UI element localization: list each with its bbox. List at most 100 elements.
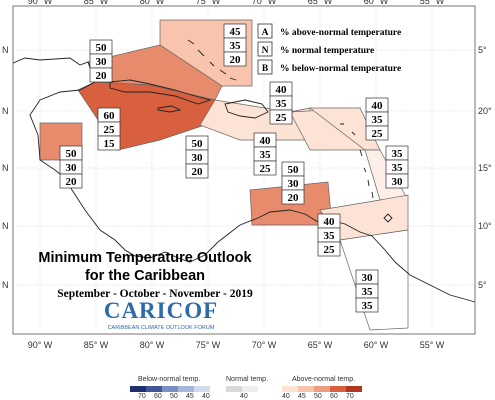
- colorbar-below-swatch: [130, 386, 146, 392]
- colorbar-below-tick: 45: [186, 393, 194, 400]
- lon-label-top: 75° W: [196, 0, 221, 6]
- colorbar-above-swatch: [346, 386, 362, 392]
- colorbar-above-tick: 70: [346, 393, 354, 400]
- below-normal-value: 20: [192, 166, 204, 178]
- colorbar-below-label: Below-normal temp.: [138, 376, 201, 383]
- region-value-boxes: 45 35 20 50 30 20 60 25 15 50 30 20 50 30 20 40 35 25 40 35…: [59, 23, 409, 313]
- lat-label-right: 5°: [478, 45, 487, 55]
- below-normal-value: 25: [324, 244, 336, 256]
- normal-value: 35: [392, 162, 404, 174]
- colorbar-normal-swatch: [226, 386, 242, 392]
- below-normal-value: 35: [362, 300, 374, 312]
- value-cell-box: [89, 67, 113, 83]
- colorbar-above-label: Above-normal temp.: [292, 376, 356, 383]
- colorbar-below-tick: 40: [202, 393, 210, 400]
- below-normal-value: 30: [392, 176, 404, 188]
- normal-value: 35: [362, 286, 374, 298]
- value-cell-box: [223, 51, 247, 67]
- lon-label: 80° W: [140, 340, 165, 350]
- below-normal-value: 20: [288, 192, 300, 204]
- lon-label-top: 60° W: [364, 0, 389, 6]
- lat-label-left: N: [2, 106, 9, 116]
- value-cell-box: [385, 173, 409, 189]
- lat-label-left: N: [2, 280, 9, 290]
- value-box-cayman-jamaica-south: 50 30 20: [185, 135, 209, 179]
- colorbar-above-swatch: [282, 386, 298, 392]
- value-cell-box: [253, 160, 277, 176]
- colorbar-above-tick: 50: [314, 393, 322, 400]
- lon-label-top: 90° W: [28, 0, 53, 6]
- lon-label: 90° W: [28, 340, 53, 350]
- map-title-line2: for the Caribbean: [84, 268, 206, 284]
- value-box-northern-leewards: 40 35 25: [365, 97, 389, 141]
- colorbar-above-tick: 40: [282, 393, 290, 400]
- legend-b-text: % below-normal temperature: [280, 64, 401, 74]
- above-normal-value: 40: [372, 100, 384, 112]
- above-normal-value: 50: [288, 164, 300, 176]
- value-box-windwards: 35 35 30: [385, 145, 409, 189]
- lat-label-left: N: [2, 163, 9, 173]
- colorbar-below-swatch: [162, 386, 178, 392]
- lon-label-top: 70° W: [252, 0, 277, 6]
- lat-label-left: N: [2, 221, 9, 231]
- value-box-abc-islands: 50 30 20: [281, 161, 305, 205]
- colorbar-below-swatch: [146, 386, 162, 392]
- lat-label-right: 5°: [478, 280, 487, 290]
- above-normal-value: 50: [66, 148, 78, 160]
- above-normal-value: 40: [260, 135, 272, 147]
- lon-label: 70° W: [252, 340, 277, 350]
- lat-labels: N N N N N 5° 20° 15° 10° 5°: [2, 45, 492, 290]
- lon-label: 55° W: [420, 340, 445, 350]
- map-subtitle: September - October - November - 2019: [57, 288, 253, 300]
- legend-n-text: % normal temperature: [280, 46, 374, 56]
- value-box-trinidad: 40 35 25: [317, 213, 341, 257]
- normal-value: 30: [96, 56, 108, 68]
- value-box-gulf-yucatan: 50 30 20: [89, 39, 113, 83]
- value-box-puerto-rico: 40 35 25: [253, 132, 277, 176]
- above-normal-value: 60: [104, 110, 116, 122]
- colorbar-above-tick: 60: [330, 393, 338, 400]
- above-normal-value: 50: [96, 42, 108, 54]
- above-normal-value: 45: [230, 26, 242, 38]
- normal-value: 30: [288, 178, 300, 190]
- normal-value: 35: [276, 98, 288, 110]
- lat-label-right: 10°: [478, 221, 492, 231]
- lon-label: 75° W: [196, 340, 221, 350]
- lon-label: 60° W: [364, 340, 389, 350]
- value-cell-box: [317, 241, 341, 257]
- normal-value: 35: [372, 114, 384, 126]
- value-box-guianas: 30 35 35: [355, 269, 379, 313]
- lon-labels: 90° W 85° W 80° W 75° W 70° W 65° W 60° …: [28, 0, 445, 350]
- value-cell-box: [59, 173, 83, 189]
- normal-value: 35: [230, 40, 242, 52]
- caricof-logo: CARICOF CARIBBEAN CLIMATE OUTLOOK FORUM: [86, 298, 236, 338]
- map-title: Minimum Temperature Outlook: [38, 250, 252, 266]
- value-cell-box: [281, 189, 305, 205]
- value-cell-box: [97, 135, 121, 151]
- above-normal-value: 30: [362, 272, 374, 284]
- caribbean-outlook-map: A N B % above-normal temperature % norma…: [2, 0, 492, 350]
- legend-n-key: N: [262, 46, 269, 56]
- lat-label-left: N: [2, 45, 9, 55]
- legend-b-key: B: [262, 64, 269, 74]
- value-box-cuba-jamaica: 60 25 15: [97, 107, 121, 151]
- colorbar-legend: Below-normal temp. Normal temp. Above-no…: [0, 372, 495, 400]
- below-normal-value: 20: [96, 70, 108, 82]
- lon-label-top: 55° W: [420, 0, 445, 6]
- value-cell-box: [355, 297, 379, 313]
- normal-value: 30: [66, 162, 78, 174]
- colorbar-below-tick: 70: [138, 393, 146, 400]
- above-normal-value: 35: [392, 148, 404, 160]
- value-box-bahamas: 45 35 20: [223, 23, 247, 67]
- below-normal-value: 20: [230, 54, 242, 66]
- above-normal-value: 40: [276, 84, 288, 96]
- below-normal-value: 15: [104, 138, 116, 150]
- above-normal-value: 40: [324, 216, 336, 228]
- colorbar-above-tick: 45: [298, 393, 306, 400]
- lon-label: 85° W: [84, 340, 109, 350]
- caricof-logo-subtext: CARIBBEAN CLIMATE OUTLOOK FORUM: [107, 325, 215, 331]
- below-normal-value: 20: [66, 176, 78, 188]
- colorbar-below-swatch: [194, 386, 210, 392]
- lon-label-top: 85° W: [84, 0, 109, 6]
- value-cell-box: [365, 125, 389, 141]
